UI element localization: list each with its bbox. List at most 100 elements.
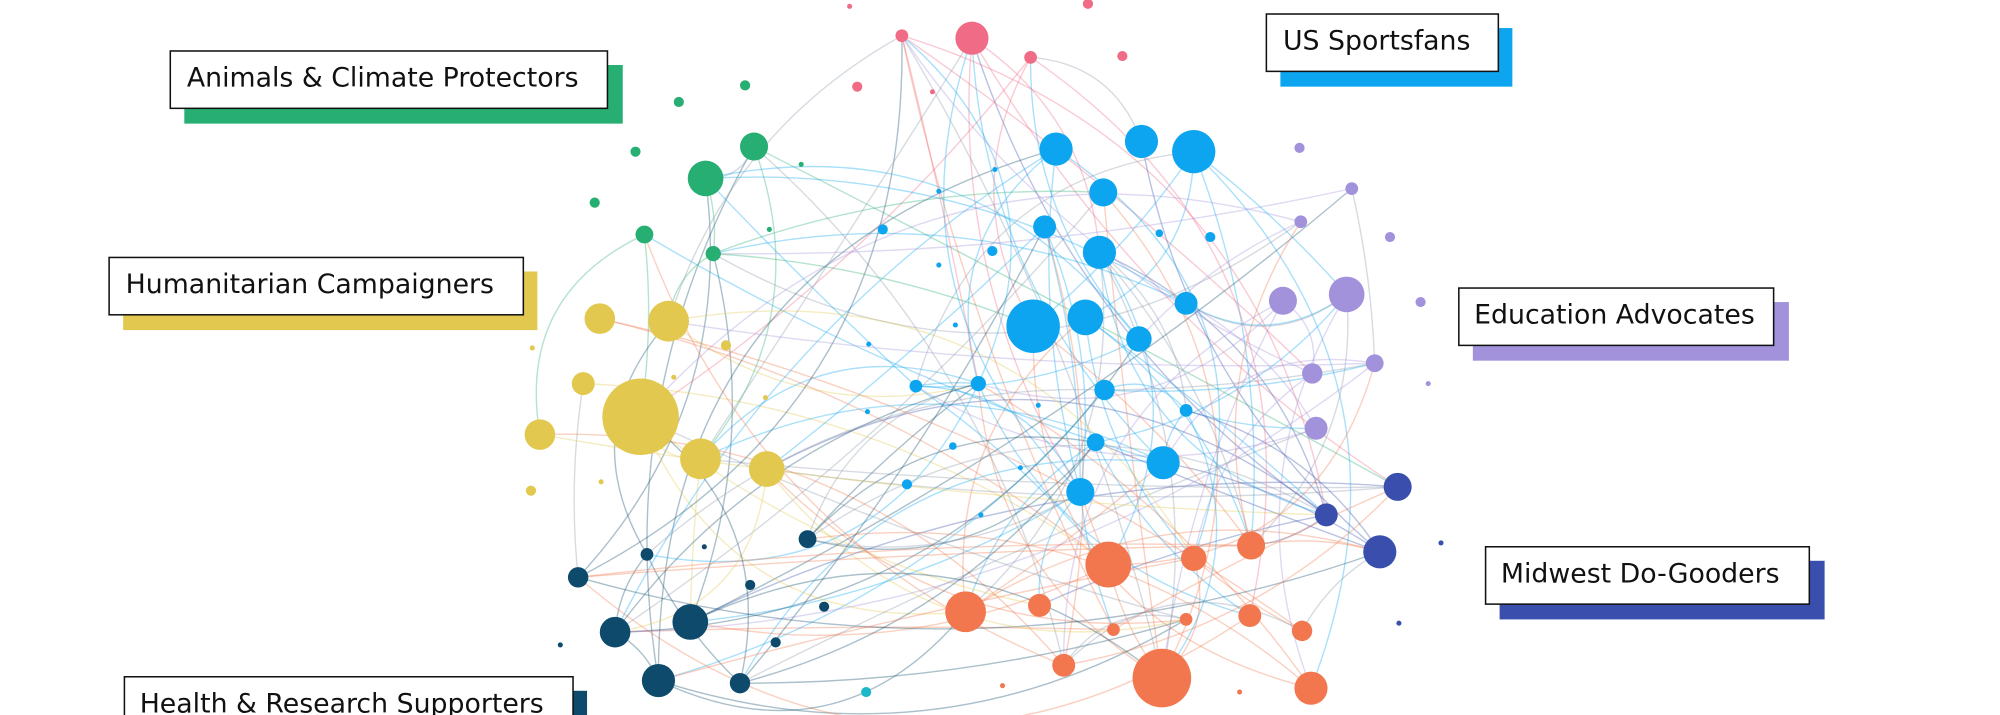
- edge: [964, 441, 1096, 612]
- node: [630, 146, 641, 157]
- node: [929, 89, 935, 95]
- node: [978, 512, 984, 518]
- node: [1107, 623, 1120, 636]
- edge: [699, 146, 777, 460]
- node: [1291, 620, 1313, 642]
- node: [1024, 50, 1037, 64]
- edge: [700, 458, 1398, 489]
- node: [866, 341, 872, 347]
- edge: [915, 385, 1317, 457]
- edge: [766, 226, 1046, 470]
- node: [571, 372, 595, 396]
- node: [1205, 231, 1216, 243]
- node: [740, 132, 769, 161]
- label-box: [1484, 545, 1811, 605]
- edge: [689, 572, 1163, 679]
- node: [909, 379, 923, 393]
- edge: [573, 383, 584, 578]
- edge: [977, 383, 1250, 617]
- nodes: [524, 0, 1444, 708]
- edge: [658, 389, 1106, 682]
- edge: [614, 192, 1104, 633]
- edge: [1084, 317, 1195, 559]
- node: [641, 664, 675, 698]
- edge: [1250, 294, 1349, 546]
- node: [1179, 404, 1193, 417]
- edge: [614, 148, 1057, 633]
- edge: [640, 416, 750, 684]
- edge: [578, 543, 1252, 579]
- edge: [1250, 540, 1380, 553]
- node: [745, 579, 756, 591]
- node: [1033, 215, 1057, 239]
- edge: [699, 365, 979, 460]
- node: [901, 479, 913, 490]
- edge: [807, 531, 1312, 689]
- edge: [977, 383, 1312, 689]
- edge: [658, 611, 967, 712]
- edge: [639, 416, 966, 615]
- labels: Animals & Climate Protectors US Sportsfa…: [108, 13, 1825, 715]
- node: [672, 604, 709, 640]
- edge: [1030, 56, 1143, 142]
- node: [1085, 541, 1132, 588]
- edge: [657, 148, 1057, 681]
- node: [1126, 326, 1152, 352]
- node: [970, 375, 986, 392]
- edge: [713, 187, 1352, 255]
- node: [819, 601, 830, 612]
- edge: [1234, 221, 1302, 546]
- edge: [1108, 363, 1376, 566]
- node: [766, 226, 772, 232]
- edge: [971, 38, 1164, 464]
- edge: [739, 459, 1164, 684]
- node: [1238, 604, 1262, 628]
- node: [1384, 231, 1396, 243]
- edge: [713, 232, 1187, 304]
- edge: [640, 416, 1187, 621]
- edge: [1301, 551, 1381, 632]
- node: [557, 642, 563, 648]
- edge: [1085, 151, 1195, 318]
- node: [701, 544, 707, 550]
- node: [949, 442, 957, 450]
- edge: [646, 383, 979, 563]
- node: [1237, 689, 1243, 695]
- edge: [901, 35, 1163, 679]
- node: [992, 166, 998, 173]
- edge: [1351, 188, 1376, 364]
- node: [1415, 296, 1426, 308]
- edge: [1095, 293, 1348, 443]
- node: [1268, 286, 1297, 315]
- edge: [977, 383, 1163, 679]
- node: [687, 160, 724, 197]
- cluster-label: Midwest Do-Gooders: [1501, 558, 1780, 589]
- node: [1006, 299, 1060, 354]
- edge: [1095, 441, 1381, 553]
- edge: [646, 388, 1105, 555]
- cluster-label: US Sportsfans: [1283, 26, 1471, 57]
- node: [1172, 130, 1216, 174]
- label-box: [1458, 287, 1775, 347]
- edge: [739, 427, 1317, 684]
- node: [1345, 182, 1359, 195]
- edge: [739, 441, 1097, 684]
- node: [673, 96, 684, 108]
- edge: [1043, 226, 1087, 493]
- node: [584, 303, 616, 334]
- edge: [753, 146, 1065, 666]
- edge: [705, 165, 1140, 340]
- node: [864, 409, 870, 415]
- edge: [1185, 409, 1381, 553]
- node: [1328, 276, 1365, 313]
- edge: [705, 176, 1187, 304]
- node: [1363, 535, 1397, 569]
- node: [1314, 503, 1338, 527]
- edge: [807, 441, 1097, 550]
- node: [1180, 545, 1207, 571]
- edge: [1063, 486, 1399, 666]
- edge: [1043, 226, 1084, 666]
- edge: [1098, 251, 1155, 565]
- label-box: [108, 256, 525, 316]
- edge: [807, 491, 1081, 548]
